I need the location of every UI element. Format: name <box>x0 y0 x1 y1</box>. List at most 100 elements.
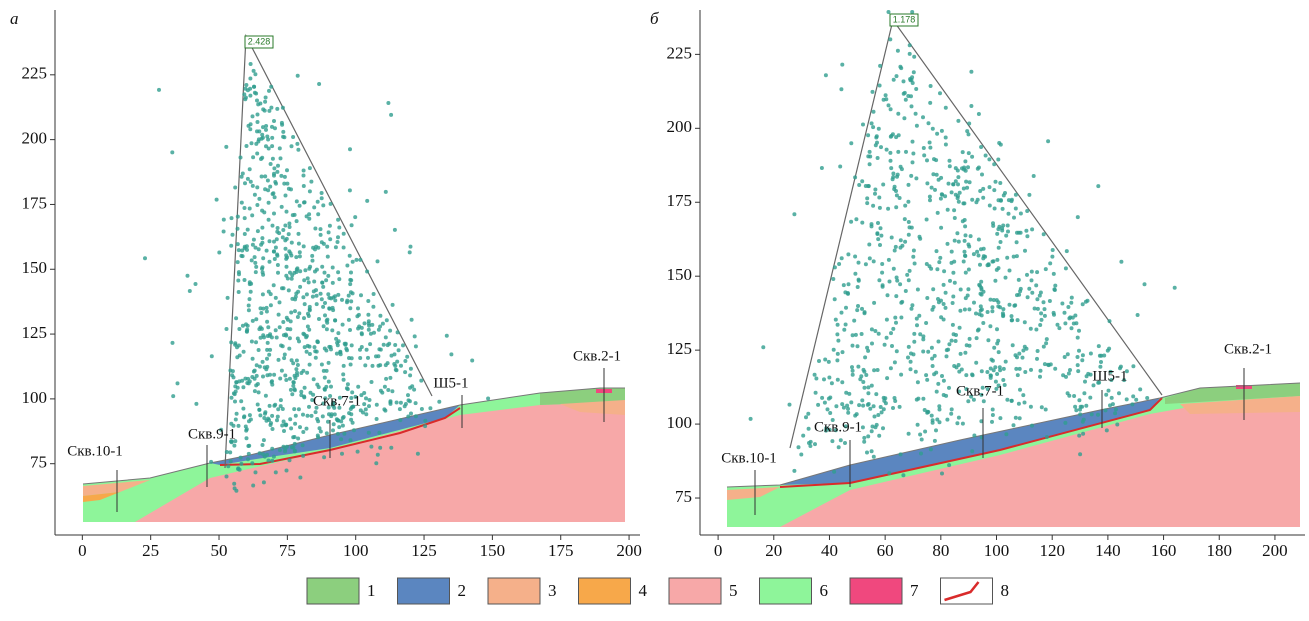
cloud-dot <box>302 345 307 350</box>
cloud-dot <box>231 375 236 380</box>
cloud-dot <box>843 441 847 445</box>
cloud-dot <box>248 122 253 127</box>
cloud-dot <box>891 406 895 410</box>
cloud-dot <box>876 126 881 131</box>
cloud-dot <box>305 370 310 375</box>
cloud-dot <box>317 426 322 431</box>
cloud-dot <box>895 278 900 283</box>
cloud-dot <box>937 407 942 412</box>
cloud-dot <box>1113 411 1118 416</box>
legend-label: 6 <box>820 581 829 600</box>
cloud-dot <box>995 372 1000 376</box>
cloud-dot <box>888 37 893 42</box>
cloud-dot <box>1104 392 1109 397</box>
cloud-dot <box>291 380 296 385</box>
cloud-dot <box>853 271 858 276</box>
cloud-dot <box>838 164 843 169</box>
cloud-dot <box>961 186 966 191</box>
y-tick-label: 150 <box>667 265 693 284</box>
cloud-dot <box>374 417 379 421</box>
cloud-dot <box>237 353 242 358</box>
cloud-dot <box>273 295 278 300</box>
cloud-dot <box>879 145 883 150</box>
cloud-dot <box>263 95 268 100</box>
cloud-dot <box>321 304 326 309</box>
cloud-dot <box>326 273 331 278</box>
cloud-dot <box>315 417 320 421</box>
cloud-dot <box>932 353 937 358</box>
cloud-dot <box>871 259 876 264</box>
cloud-dot <box>283 447 288 452</box>
cloud-dot <box>194 401 199 406</box>
cloud-dot <box>924 321 929 325</box>
cloud-dot <box>235 385 240 390</box>
cloud-dot <box>1084 374 1089 379</box>
cloud-dot <box>929 345 934 350</box>
cloud-dot <box>1075 215 1080 220</box>
cloud-dot <box>407 399 412 404</box>
cloud-dot <box>1001 378 1006 382</box>
cloud-dot <box>1109 395 1114 400</box>
cloud-dot <box>853 254 858 259</box>
cloud-dot <box>381 342 386 347</box>
cloud-dot <box>1043 267 1048 272</box>
cloud-dot <box>283 332 288 337</box>
cloud-dot <box>995 231 1000 236</box>
cloud-dot <box>912 54 917 59</box>
cloud-dot <box>344 386 349 391</box>
cloud-dot <box>816 402 821 407</box>
cloud-dot <box>1005 223 1010 228</box>
cloud-dot <box>307 166 312 171</box>
cloud-dot <box>961 259 966 264</box>
cloud-dot <box>1080 353 1085 358</box>
cloud-dot <box>365 269 370 274</box>
cloud-dot <box>952 216 957 220</box>
cloud-dot <box>978 189 983 193</box>
cloud-dot <box>315 340 320 345</box>
cloud-dot <box>871 125 876 130</box>
axes: 0 25 50 75 100 125 150 175 200751001251501752002… <box>22 10 1305 560</box>
cloud-dot <box>945 207 950 212</box>
cloud-dot <box>250 213 255 218</box>
cloud-dot <box>214 197 219 202</box>
cloud-dot <box>833 317 838 322</box>
cloud-dot <box>350 390 355 395</box>
borehole-label: Скв.7-1 <box>313 393 361 409</box>
cloud-dot <box>966 267 971 272</box>
cloud-dot <box>286 288 291 293</box>
cloud-dot <box>251 369 256 374</box>
cloud-dot <box>280 407 285 411</box>
cloud-dot <box>895 48 900 53</box>
cloud-dot <box>289 426 294 431</box>
cloud-dot <box>975 166 980 171</box>
cloud-dot <box>264 124 269 128</box>
cloud-dot <box>1004 432 1009 437</box>
cloud-dot <box>247 413 252 418</box>
cloud-dot <box>930 418 935 423</box>
cloud-dot <box>388 375 393 380</box>
cloud-dot <box>1066 371 1071 376</box>
cloud-dot <box>349 356 354 361</box>
cloud-dot <box>1053 283 1058 288</box>
x-tick-label: 60 <box>877 541 894 560</box>
cloud-dot <box>1039 317 1044 322</box>
cloud-dot <box>328 237 333 242</box>
cloud-dot <box>237 327 242 331</box>
cloud-dot <box>1075 355 1080 359</box>
cloud-dot <box>307 352 312 356</box>
cloud-dot <box>345 263 350 268</box>
cloud-dot <box>280 286 284 291</box>
cloud-dot <box>255 203 260 207</box>
cloud-dot <box>946 181 951 186</box>
cloud-dot <box>310 398 315 402</box>
cloud-dot <box>254 317 259 322</box>
cloud-dot <box>248 93 253 98</box>
cloud-dot <box>997 365 1002 370</box>
cloud-dot <box>283 246 288 251</box>
cloud-dot <box>254 340 258 345</box>
cloud-dot <box>248 417 253 422</box>
cloud-dot <box>1020 355 1025 360</box>
cloud-dot <box>292 270 297 275</box>
cloud-dot <box>981 321 986 325</box>
cloud-dot <box>928 100 933 105</box>
